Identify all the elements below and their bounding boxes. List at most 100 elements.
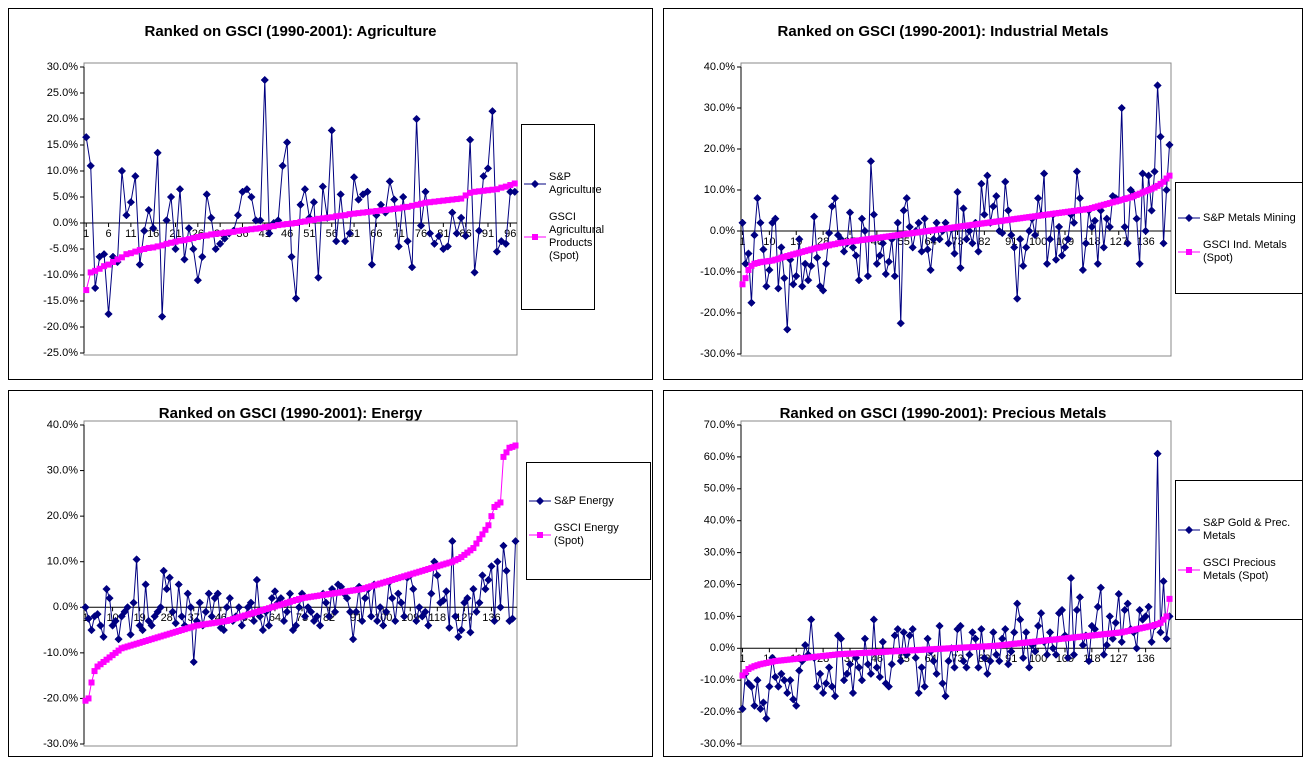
marker: [789, 280, 798, 289]
marker: [230, 228, 237, 235]
x-tick-label: 82: [978, 236, 990, 248]
marker: [1016, 615, 1025, 624]
marker: [403, 237, 412, 246]
marker: [91, 283, 100, 293]
marker: [265, 229, 274, 238]
marker: [189, 244, 198, 254]
marker: [1135, 605, 1144, 615]
x-tick-label: 100: [1029, 236, 1047, 248]
marker: [443, 560, 450, 567]
marker: [449, 558, 456, 565]
marker: [496, 603, 505, 612]
marker: [1111, 618, 1120, 627]
marker: [780, 273, 789, 283]
marker: [783, 325, 792, 334]
marker: [920, 214, 929, 223]
marker: [380, 579, 387, 586]
marker: [1069, 650, 1079, 659]
marker: [139, 638, 146, 645]
marker: [430, 239, 439, 248]
marker: [474, 226, 484, 235]
marker: [488, 513, 495, 520]
marker: [1102, 214, 1111, 223]
marker: [257, 225, 264, 232]
x-tick-label: 46: [281, 228, 293, 240]
marker: [376, 603, 385, 612]
marker: [180, 255, 189, 264]
marker: [202, 190, 211, 199]
y-tick-label: -30.0%: [43, 738, 78, 750]
marker: [123, 251, 130, 258]
marker: [1123, 599, 1132, 608]
marker: [1022, 243, 1031, 252]
legend-icon: [529, 496, 551, 506]
marker: [827, 202, 837, 211]
marker: [321, 598, 331, 607]
x-tick-label: 28: [161, 612, 173, 624]
marker: [215, 239, 225, 248]
marker: [110, 259, 117, 265]
marker: [765, 265, 774, 275]
y-tick-label: -20.0%: [700, 706, 735, 718]
marker: [1138, 169, 1147, 178]
marker: [96, 265, 103, 272]
marker: [744, 249, 753, 258]
marker: [311, 593, 318, 600]
marker: [1159, 577, 1168, 586]
marker: [537, 531, 543, 538]
marker: [315, 215, 322, 222]
x-tick-label: 11: [125, 228, 136, 240]
marker: [453, 196, 460, 203]
marker: [968, 239, 977, 248]
marker: [121, 644, 128, 651]
marker: [268, 604, 275, 611]
marker: [163, 631, 170, 638]
marker: [473, 540, 480, 547]
marker: [511, 180, 518, 187]
marker: [1084, 656, 1094, 666]
marker: [1108, 634, 1117, 643]
marker: [351, 210, 358, 217]
y-tick-label: 25.0%: [47, 87, 78, 99]
marker: [169, 629, 176, 636]
marker: [138, 625, 147, 635]
marker: [493, 186, 500, 193]
marker: [419, 567, 426, 574]
marker: [484, 187, 491, 194]
marker: [1186, 567, 1192, 573]
marker: [253, 608, 260, 615]
marker: [944, 239, 953, 248]
marker: [377, 207, 384, 214]
legend-icon: [524, 234, 546, 240]
marker: [854, 663, 864, 672]
marker: [296, 200, 305, 209]
y-tick-label: -10.0%: [43, 647, 78, 659]
marker: [196, 622, 203, 629]
marker: [147, 621, 156, 630]
x-tick-label: 56: [326, 228, 338, 240]
marker: [153, 148, 162, 157]
y-tick-label: 0.0%: [53, 217, 78, 229]
marker: [407, 571, 414, 578]
marker: [1001, 625, 1010, 634]
marker: [1132, 214, 1141, 223]
marker: [968, 628, 977, 637]
marker: [1048, 644, 1058, 653]
marker: [1081, 239, 1091, 248]
marker: [159, 242, 166, 249]
marker: [135, 260, 144, 269]
marker: [171, 244, 180, 254]
marker: [890, 631, 899, 640]
marker: [126, 630, 135, 639]
marker: [998, 228, 1007, 238]
marker: [756, 704, 765, 714]
marker: [229, 616, 236, 623]
marker: [1090, 216, 1100, 225]
marker: [241, 612, 248, 619]
marker: [804, 276, 813, 285]
marker: [479, 172, 488, 181]
marker: [908, 625, 917, 634]
marker: [150, 244, 157, 251]
marker: [238, 613, 245, 620]
marker: [234, 603, 244, 612]
